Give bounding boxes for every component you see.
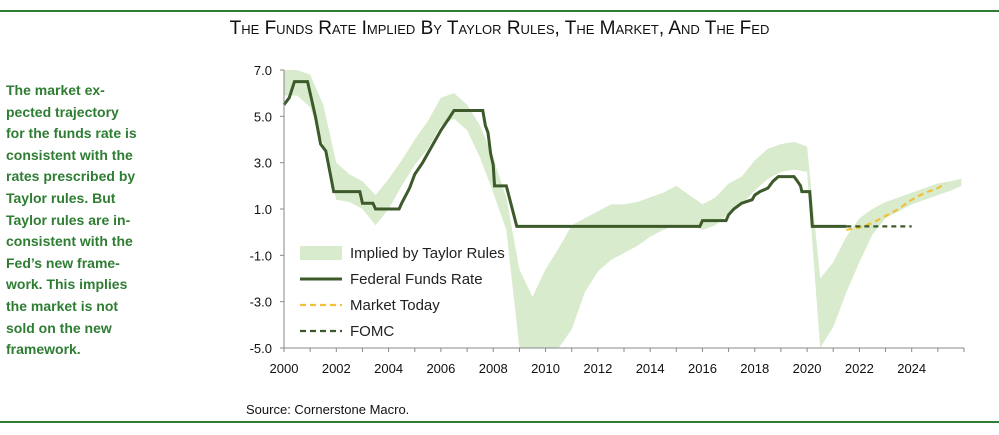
sidebar-line: work. This implies [6, 276, 128, 293]
x-tick-label: 2012 [583, 361, 612, 376]
sidebar-line: for the funds rate is [6, 125, 137, 142]
y-tick-label: -5.0 [250, 341, 272, 356]
sidebar-line: consistent with the [6, 146, 133, 163]
x-tick-label: 2008 [479, 361, 508, 376]
x-tick-label: 2014 [636, 361, 665, 376]
y-tick-label: 5.0 [254, 109, 272, 124]
y-tick-label: 1.0 [254, 202, 272, 217]
x-tick-label: 2024 [897, 361, 926, 376]
y-tick-label: -1.0 [250, 248, 272, 263]
legend-label: FOMC [350, 323, 394, 340]
x-tick-label: 2010 [531, 361, 560, 376]
taylor-rule-band [284, 70, 962, 348]
x-tick-label: 2020 [793, 361, 822, 376]
sidebar-line: framework. [6, 341, 81, 358]
sidebar-line: rates prescribed by [6, 168, 136, 185]
y-tick-label: 7.0 [254, 63, 272, 78]
legend-swatch-band [300, 246, 342, 260]
sidebar-line: Taylor rules are in- [6, 211, 131, 228]
legend-label: Federal Funds Rate [350, 271, 483, 288]
x-tick-label: 2000 [270, 361, 299, 376]
bottom-rule [0, 421, 999, 423]
sidebar-line: pected trajectory [6, 103, 119, 120]
chart-title: The Funds Rate Implied By Taylor Rules, … [229, 18, 770, 39]
axes-layer: 7.0 5.0 3.0 1.0 -1.0 -3.0 -5.0 2000 2002 2004 2006… [250, 63, 965, 376]
sidebar-line: consistent with the [6, 233, 133, 250]
taylor-band-layer [284, 70, 962, 348]
fed-funds-line [282, 80, 847, 228]
source-note: Source: Cornerstone Macro. [246, 402, 410, 417]
sidebar-line: Fed’s new frame- [6, 254, 120, 271]
sidebar-line: The market ex- [6, 82, 105, 98]
x-tick-label: 2022 [845, 361, 874, 376]
x-tick-label: 2016 [688, 361, 717, 376]
sidebar-line: Taylor rules. But [6, 189, 116, 206]
legend: Implied by Taylor Rules Federal Funds Rat… [300, 245, 505, 340]
legend-label: Market Today [350, 297, 440, 314]
x-tick-label: 2004 [374, 361, 403, 376]
sidebar-line: sold on the new [6, 319, 112, 336]
top-rule [0, 10, 999, 12]
y-tick-label: -3.0 [250, 295, 272, 310]
x-tick-label: 2002 [322, 361, 351, 376]
legend-label: Implied by Taylor Rules [350, 245, 505, 262]
series-layer [282, 80, 947, 231]
sidebar-commentary: The market ex-pected trajectory for the f… [6, 80, 166, 361]
y-tick-label: 3.0 [254, 156, 272, 171]
sidebar-line: the market is not [6, 297, 119, 314]
x-tick-label: 2018 [740, 361, 769, 376]
x-tick-label: 2006 [426, 361, 455, 376]
